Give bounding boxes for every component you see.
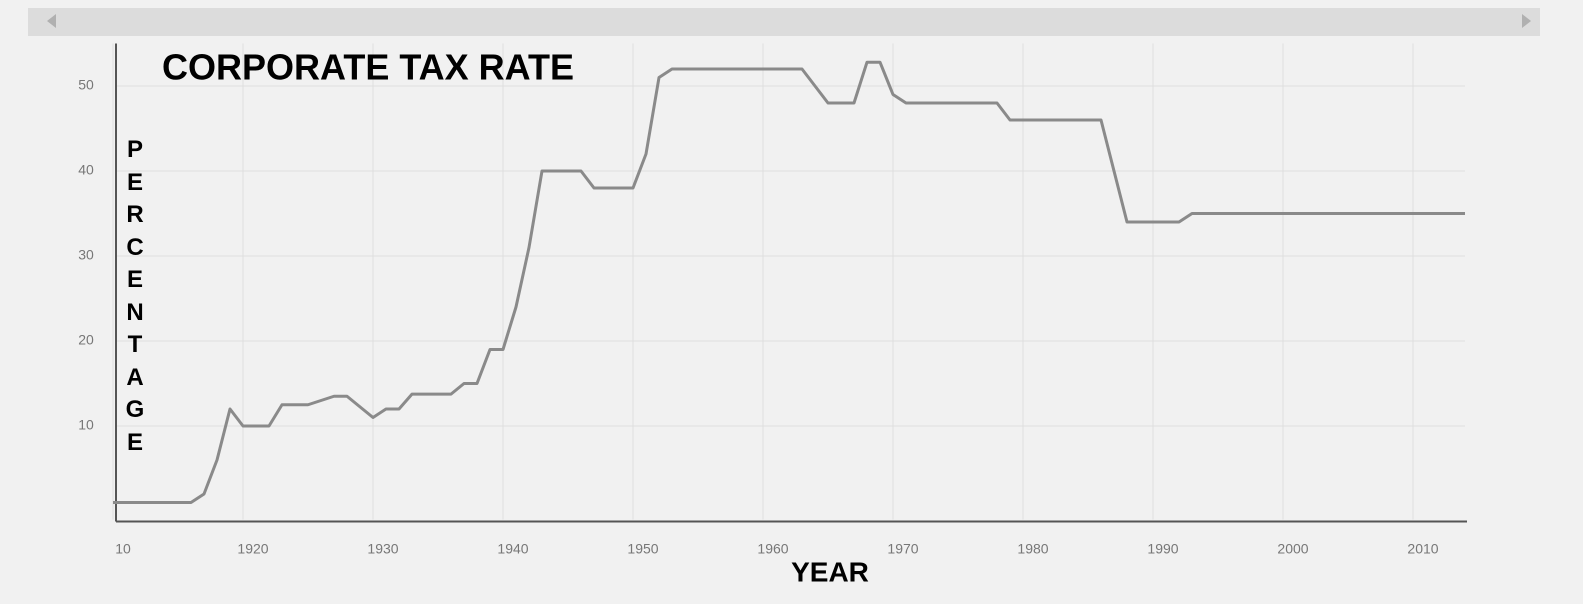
scroll-right[interactable] [1522, 14, 1531, 28]
x-tick-label: 1950 [627, 541, 658, 557]
plot [113, 60, 1465, 504]
x-tick-label: 1960 [757, 541, 788, 557]
y-tick-label: 50 [78, 77, 94, 93]
line-series [113, 60, 1465, 504]
y-tick-label: 30 [78, 247, 94, 263]
y-tick-label: 10 [78, 417, 94, 433]
x-tick-label: 1990 [1147, 541, 1178, 557]
y-axis-label: PERCENTAGE [125, 136, 145, 456]
x-tick-label: 1970 [887, 541, 918, 557]
y-tick-label: 40 [78, 162, 94, 178]
scroll-left[interactable] [47, 14, 56, 28]
y-tick-label: 20 [78, 332, 94, 348]
x-tick-label: 2000 [1277, 541, 1308, 557]
scrollbar[interactable] [28, 8, 1540, 36]
grid: 10 20 30 40 50 10 1920 1930 1940 1950 1960 1970 1980… [78, 43, 1467, 557]
x-tick-label: 1920 [237, 541, 268, 557]
chart-title: CORPORATE TAX RATE [162, 47, 574, 88]
x-tick-label: 1930 [367, 541, 398, 557]
x-tick-label: 1940 [497, 541, 528, 557]
x-tick-label: 2010 [1407, 541, 1438, 557]
x-tick-label: 10 [115, 541, 131, 557]
x-tick-label: 1980 [1017, 541, 1048, 557]
x-axis-label: YEAR [791, 556, 869, 587]
